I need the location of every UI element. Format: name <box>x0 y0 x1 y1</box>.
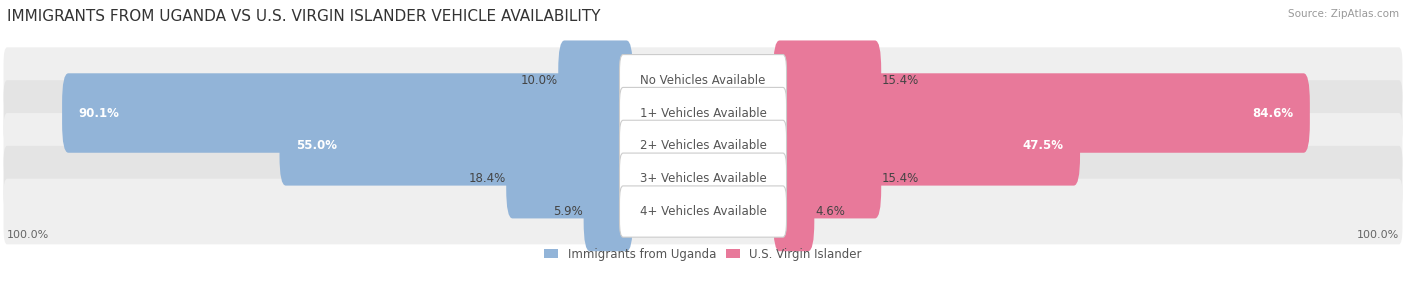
Text: 84.6%: 84.6% <box>1251 106 1294 120</box>
Text: 47.5%: 47.5% <box>1022 139 1063 152</box>
Text: 2+ Vehicles Available: 2+ Vehicles Available <box>640 139 766 152</box>
Text: 100.0%: 100.0% <box>1357 230 1399 239</box>
Text: 5.9%: 5.9% <box>553 205 583 218</box>
Text: No Vehicles Available: No Vehicles Available <box>640 74 766 87</box>
Text: 90.1%: 90.1% <box>79 106 120 120</box>
FancyBboxPatch shape <box>4 179 1402 244</box>
Text: 4+ Vehicles Available: 4+ Vehicles Available <box>640 205 766 218</box>
FancyBboxPatch shape <box>620 55 786 106</box>
FancyBboxPatch shape <box>4 146 1402 212</box>
Text: 55.0%: 55.0% <box>297 139 337 152</box>
Text: 18.4%: 18.4% <box>468 172 506 185</box>
FancyBboxPatch shape <box>506 139 633 219</box>
Text: 15.4%: 15.4% <box>882 172 920 185</box>
FancyBboxPatch shape <box>773 40 882 120</box>
FancyBboxPatch shape <box>773 139 882 219</box>
FancyBboxPatch shape <box>62 73 633 153</box>
FancyBboxPatch shape <box>558 40 633 120</box>
Text: 3+ Vehicles Available: 3+ Vehicles Available <box>640 172 766 185</box>
Legend: Immigrants from Uganda, U.S. Virgin Islander: Immigrants from Uganda, U.S. Virgin Isla… <box>544 248 862 261</box>
Text: 15.4%: 15.4% <box>882 74 920 87</box>
Text: 10.0%: 10.0% <box>520 74 558 87</box>
FancyBboxPatch shape <box>620 120 786 172</box>
Text: Source: ZipAtlas.com: Source: ZipAtlas.com <box>1288 9 1399 19</box>
FancyBboxPatch shape <box>620 88 786 139</box>
FancyBboxPatch shape <box>620 153 786 204</box>
Text: 100.0%: 100.0% <box>7 230 49 239</box>
FancyBboxPatch shape <box>773 106 1080 186</box>
FancyBboxPatch shape <box>773 73 1310 153</box>
FancyBboxPatch shape <box>583 172 633 251</box>
Text: IMMIGRANTS FROM UGANDA VS U.S. VIRGIN ISLANDER VEHICLE AVAILABILITY: IMMIGRANTS FROM UGANDA VS U.S. VIRGIN IS… <box>7 9 600 23</box>
FancyBboxPatch shape <box>4 80 1402 146</box>
FancyBboxPatch shape <box>620 186 786 237</box>
Text: 4.6%: 4.6% <box>815 205 845 218</box>
FancyBboxPatch shape <box>773 172 814 251</box>
FancyBboxPatch shape <box>4 47 1402 113</box>
FancyBboxPatch shape <box>280 106 633 186</box>
Text: 1+ Vehicles Available: 1+ Vehicles Available <box>640 106 766 120</box>
FancyBboxPatch shape <box>4 113 1402 179</box>
